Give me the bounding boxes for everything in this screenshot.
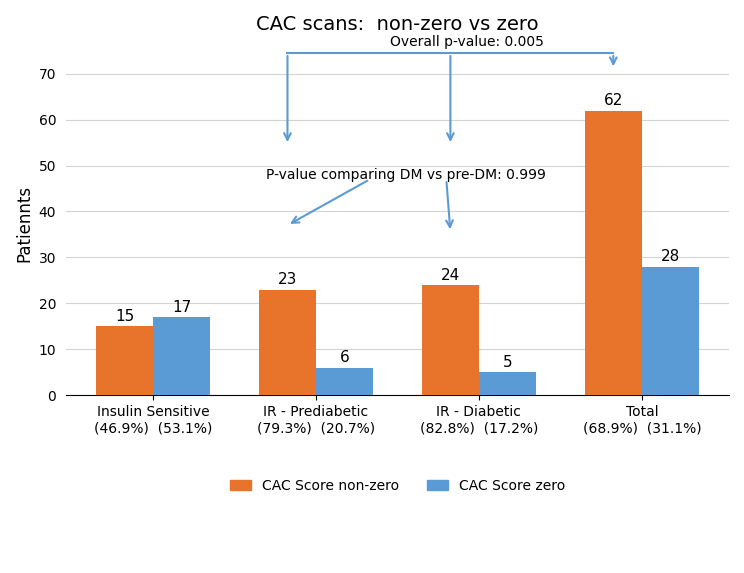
Bar — [642, 266, 699, 395]
Legend: CAC Score non-zero, CAC Score zero: CAC Score non-zero, CAC Score zero — [225, 473, 571, 499]
Text: 17: 17 — [172, 300, 191, 315]
Title: CAC scans:  non-zero vs zero: CAC scans: non-zero vs zero — [256, 15, 539, 34]
Bar — [153, 317, 210, 395]
Text: 23: 23 — [278, 272, 297, 287]
Text: 62: 62 — [603, 93, 623, 108]
Bar — [585, 111, 642, 395]
Y-axis label: Patiennts: Patiennts — [15, 185, 33, 261]
Text: P-value comparing DM vs pre-DM: 0.999: P-value comparing DM vs pre-DM: 0.999 — [266, 168, 545, 182]
Text: 5: 5 — [503, 355, 512, 370]
Text: 24: 24 — [440, 268, 460, 282]
Bar — [316, 367, 373, 395]
Text: 6: 6 — [339, 350, 350, 365]
Bar — [422, 285, 479, 395]
Bar — [259, 289, 316, 395]
Text: 15: 15 — [115, 309, 134, 324]
Bar — [96, 326, 153, 395]
Bar — [479, 372, 536, 395]
Text: 28: 28 — [661, 249, 680, 264]
Text: Overall p-value: 0.005: Overall p-value: 0.005 — [390, 34, 544, 49]
